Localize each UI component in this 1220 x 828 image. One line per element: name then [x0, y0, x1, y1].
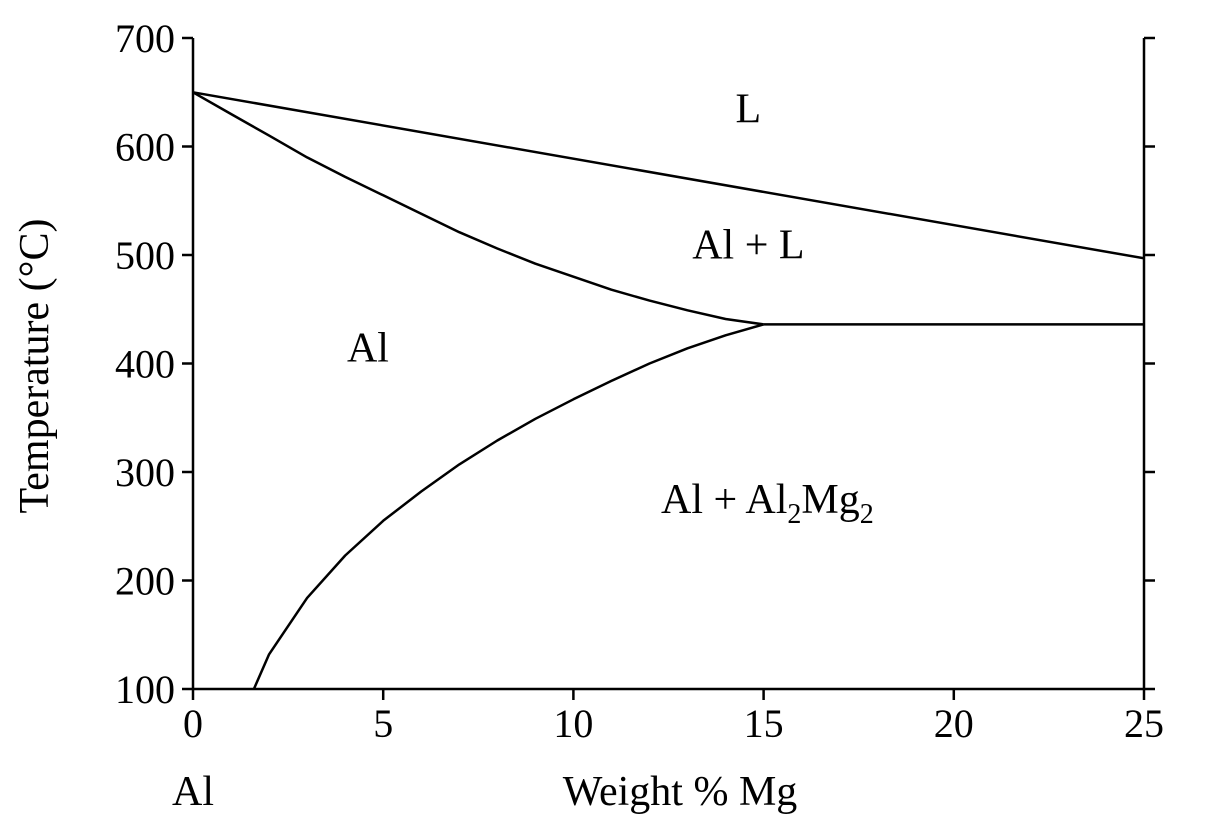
solidus-line — [192, 91, 764, 326]
x-tick-label: 5 — [373, 701, 393, 746]
solvus-line — [252, 323, 764, 690]
region-label: Al + L — [692, 222, 804, 268]
x-tick-label: 0 — [183, 701, 203, 746]
subscript: 2 — [787, 499, 801, 530]
y-tick-label: 600 — [115, 125, 175, 170]
region-label: Al + Al2Mg2 — [661, 477, 874, 530]
y-tick-label: 300 — [115, 450, 175, 495]
axis-ticks: 100 200 300 400 500 600 700 0 5 10 15 20 25 — [115, 16, 1164, 746]
y-axis-title: Temperature (°C) — [12, 219, 58, 514]
y-tick-label: 700 — [115, 16, 175, 61]
phase-boundaries — [192, 91, 1145, 690]
formula-part: Al + Al — [661, 477, 787, 523]
liquidus-line — [192, 91, 1145, 260]
x-tick-label: 20 — [934, 701, 974, 746]
x-tick-label: 25 — [1124, 701, 1164, 746]
subscript: 2 — [860, 499, 874, 530]
x-tick-label: 15 — [744, 701, 784, 746]
region-label: L — [736, 87, 762, 133]
formula-part: Mg — [801, 477, 859, 523]
x-axis-title: Weight % Mg — [563, 769, 798, 815]
region-label: Al — [347, 325, 389, 371]
y-tick-label: 500 — [115, 233, 175, 278]
y-tick-label: 200 — [115, 559, 175, 604]
y-tick-label: 100 — [115, 667, 175, 712]
x-axis-end-label: Al — [172, 769, 214, 815]
y-tick-label: 400 — [115, 342, 175, 387]
axes-frame — [191, 38, 1146, 691]
x-tick-label: 10 — [553, 701, 593, 746]
